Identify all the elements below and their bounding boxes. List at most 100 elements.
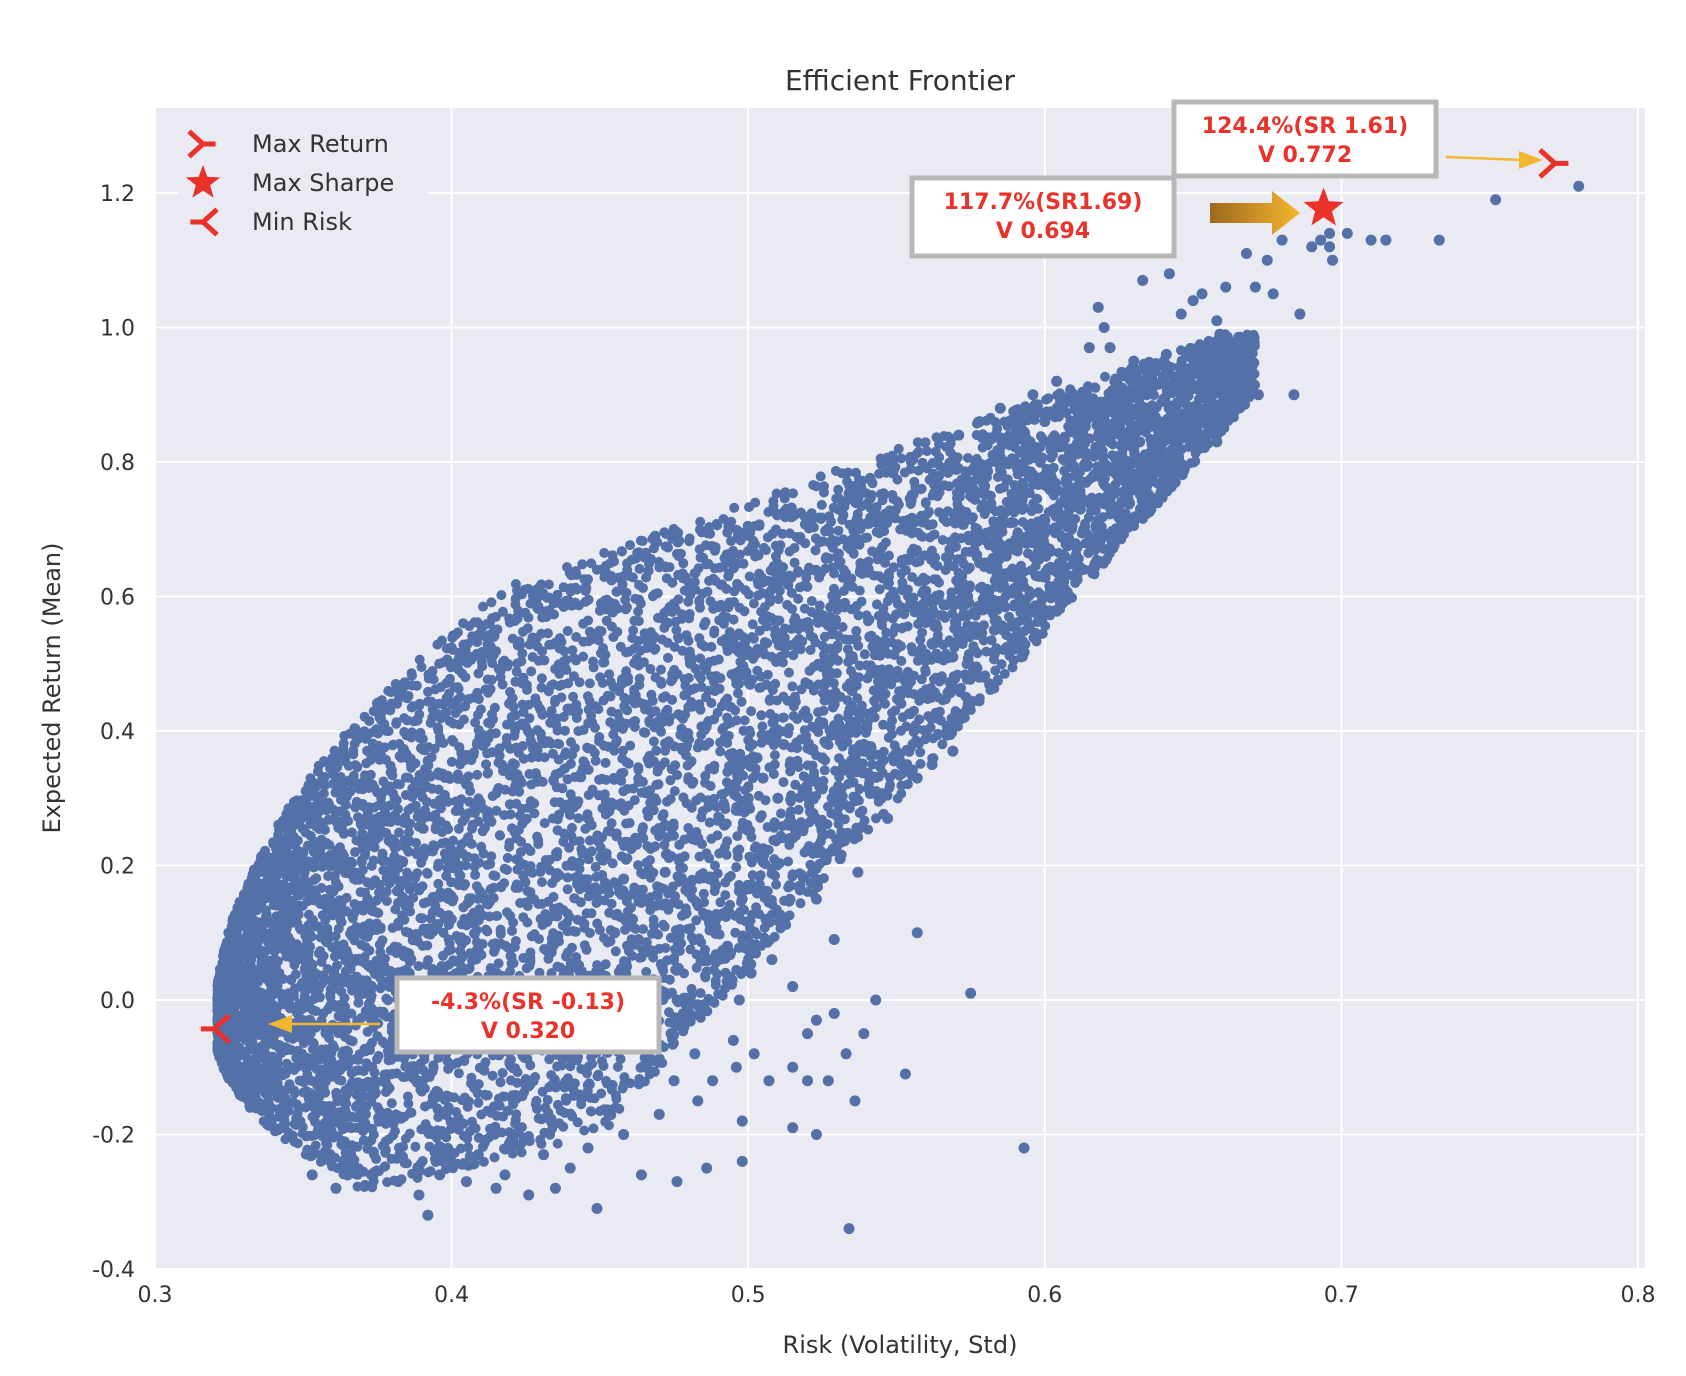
scatter-point [422, 1209, 434, 1221]
scatter-point [1157, 422, 1169, 434]
scatter-point [926, 638, 938, 650]
scatter-point [1217, 382, 1229, 394]
scatter-point [891, 671, 902, 683]
scatter-point [1039, 416, 1051, 428]
scatter-point [523, 1189, 535, 1201]
scatter-point [968, 530, 980, 542]
scatter-point [736, 893, 748, 905]
scatter-point [499, 1169, 511, 1181]
y-tick-label: -0.2 [92, 1124, 135, 1149]
scatter-point [1175, 389, 1187, 401]
scatter-point [852, 866, 864, 878]
scatter-point [757, 772, 769, 784]
scatter-point [1324, 241, 1336, 253]
scatter-point [1169, 476, 1181, 488]
scatter-point [707, 1075, 719, 1087]
scatter-point [784, 880, 796, 892]
scatter-point [787, 1122, 799, 1134]
scatter-points [306, 180, 1585, 1235]
scatter-point [742, 792, 754, 804]
scatter-point [1288, 389, 1300, 401]
scatter-point [1140, 402, 1152, 414]
scatter-point [668, 1075, 680, 1087]
scatter-point [965, 987, 977, 999]
scatter-point [849, 1095, 861, 1107]
scatter-point [1137, 274, 1149, 286]
scatter-point [1341, 227, 1353, 239]
scatter-point [947, 651, 959, 663]
scatter-point [638, 893, 650, 905]
y-axis-label: Expected Return (Mean) [38, 543, 66, 834]
scatter-point [1154, 443, 1166, 455]
scatter-point [1065, 449, 1077, 461]
scatter-point [810, 1129, 822, 1140]
scatter-point [760, 913, 772, 925]
scatter-point [861, 718, 873, 730]
tick-labels: 0.3 0.4 0.5 0.6 0.7 0.8 -0.4 -0.2 0.0 0.2 0.4 0.6 0.… [92, 182, 1655, 1308]
scatter-point [816, 752, 828, 764]
scatter-point [1128, 469, 1140, 481]
scatter-point [1051, 375, 1063, 387]
scatter-point [870, 994, 882, 1006]
scatter-point [911, 927, 923, 939]
scatter-point [621, 960, 633, 972]
scatter-point [1324, 227, 1336, 239]
scatter-point [1306, 241, 1318, 253]
scatter-point [1276, 234, 1288, 246]
scatter-point [879, 611, 891, 623]
scatter-point [988, 604, 1000, 616]
scatter-point [647, 1055, 659, 1067]
scatter-point [538, 1149, 550, 1161]
scatter-point [549, 1182, 561, 1194]
special-markers [200, 148, 1569, 1045]
scatter-point [609, 927, 621, 939]
scatter-point [1039, 469, 1051, 481]
scatter-point [787, 981, 799, 993]
scatter-point [772, 792, 784, 804]
special-marker-max-return [1538, 148, 1569, 179]
annotation-line-1: 124.4%(SR 1.61) [1202, 114, 1408, 139]
scatter-point [1074, 503, 1086, 515]
y-tick-label: 1.2 [100, 182, 135, 207]
annotation-block-arrow [1210, 191, 1300, 235]
scatter-point [1113, 456, 1125, 468]
y-tick-label: -0.4 [92, 1258, 135, 1283]
scatter-point [846, 685, 858, 697]
scatter-point [1083, 342, 1095, 354]
scatter-point [864, 772, 876, 784]
scatter-point [1065, 523, 1077, 535]
scatter-point [828, 1007, 840, 1019]
scatter-point [802, 712, 814, 724]
legend-label: Min Risk [252, 208, 352, 236]
legend-label: Max Sharpe [252, 169, 394, 197]
scatter-point [689, 1048, 701, 1060]
scatter-point [751, 752, 763, 764]
special-marker-min-risk [200, 1013, 231, 1045]
scatter-point [1380, 234, 1392, 246]
scatter-point [1006, 496, 1018, 508]
scatter-point [1134, 436, 1146, 448]
scatter-point [1187, 295, 1199, 307]
scatter-point [1365, 234, 1377, 246]
scatter-point [1116, 382, 1128, 394]
scatter-point [1433, 234, 1445, 246]
scatter-point [763, 1075, 775, 1087]
scatter-point [434, 1169, 446, 1181]
scatter-point [472, 1149, 484, 1161]
scatter-point [564, 1162, 576, 1174]
scatter-point [920, 725, 932, 737]
scatter-point [627, 913, 639, 925]
legend-marker-min-risk [190, 207, 219, 237]
scatter-point [745, 967, 757, 979]
scatter-point [974, 416, 986, 428]
scatter-point [721, 940, 733, 952]
annotation-line-2: V 0.694 [996, 219, 1090, 244]
annotation-line-1: -4.3%(SR -0.13) [431, 990, 625, 1015]
scatter-point [1128, 355, 1140, 367]
scatter-point [1327, 254, 1339, 266]
scatter-point [1294, 308, 1306, 320]
scatter-point [1573, 180, 1585, 192]
scatter-point [683, 886, 695, 898]
scatter-point [1071, 429, 1083, 441]
scatter-point [366, 1169, 378, 1181]
